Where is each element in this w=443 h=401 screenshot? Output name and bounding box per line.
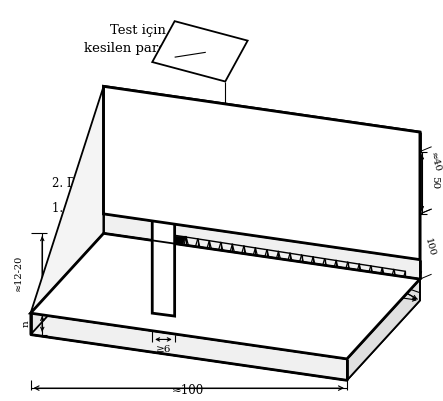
Polygon shape [31, 86, 104, 313]
Polygon shape [31, 233, 420, 359]
Polygon shape [347, 279, 420, 380]
Text: 100: 100 [283, 277, 303, 291]
Text: ≈12-20: ≈12-20 [15, 255, 23, 292]
Polygon shape [31, 233, 104, 334]
Text: ≈60: ≈60 [195, 268, 217, 280]
Text: kesilen parçalar: kesilen parçalar [84, 42, 192, 55]
Polygon shape [152, 21, 248, 81]
Text: ≈40: ≈40 [427, 151, 442, 173]
Polygon shape [104, 86, 420, 259]
Polygon shape [104, 86, 420, 259]
Polygon shape [104, 214, 420, 279]
Polygon shape [152, 192, 175, 316]
Text: 50: 50 [430, 176, 439, 189]
Polygon shape [152, 233, 164, 252]
Text: ≥6: ≥6 [156, 345, 171, 354]
Polygon shape [152, 176, 248, 194]
Text: ≈300: ≈300 [279, 299, 308, 312]
Text: 2. Dikiş: 2. Dikiş [52, 177, 97, 190]
Polygon shape [31, 313, 347, 380]
Text: Test için: Test için [110, 24, 166, 37]
Polygon shape [31, 255, 420, 380]
Text: 100: 100 [423, 237, 436, 257]
Text: 100: 100 [395, 274, 416, 288]
Polygon shape [175, 236, 187, 252]
Polygon shape [175, 179, 248, 316]
Text: 1. Dikiş: 1. Dikiş [52, 202, 97, 215]
Text: ≈100: ≈100 [172, 383, 204, 397]
Text: n: n [21, 320, 30, 327]
Text: 0-0.5: 0-0.5 [259, 233, 268, 257]
Polygon shape [152, 192, 175, 316]
Polygon shape [31, 233, 420, 359]
